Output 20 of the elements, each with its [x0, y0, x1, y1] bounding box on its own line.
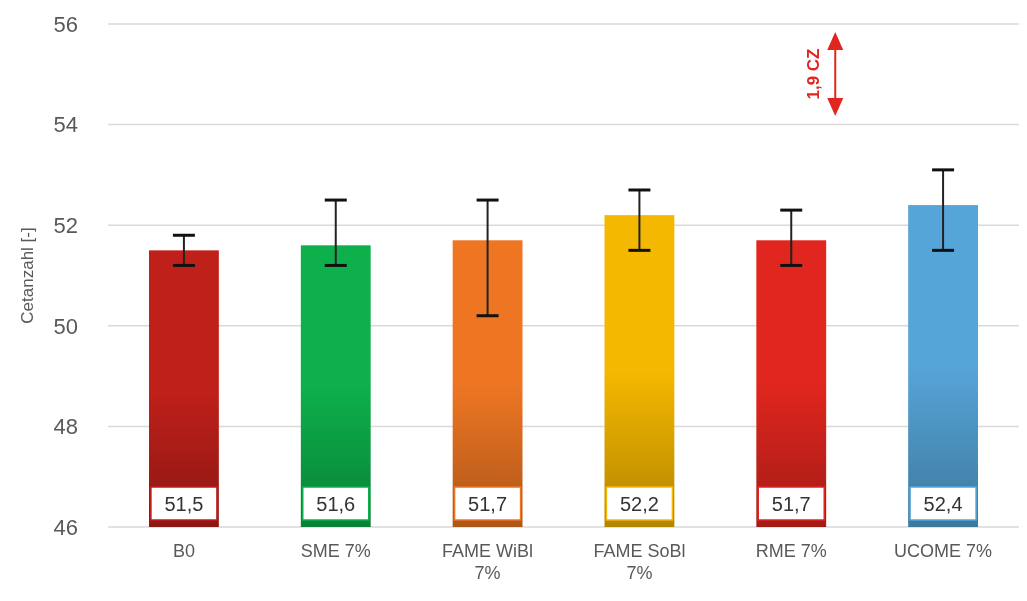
- data-label: 51,7: [771, 493, 811, 515]
- x-tick-label: FAME WiBl 7%: [442, 541, 534, 583]
- y-tick-label: 50: [53, 313, 78, 339]
- y-axis-title: Cetanzahl [-]: [18, 227, 37, 324]
- data-label: 51,7: [468, 493, 508, 515]
- annotation: 1,9 CZ: [804, 48, 824, 100]
- data-label: 52,4: [923, 493, 963, 515]
- y-tick-label: 46: [53, 514, 78, 540]
- y-tick-label: 54: [53, 112, 78, 138]
- data-label: 52,2: [619, 493, 659, 515]
- y-tick-label: 52: [53, 212, 78, 238]
- x-tick-label: B0: [172, 541, 195, 561]
- y-tick-label: 48: [53, 414, 78, 440]
- x-tick-label: FAME SoBl 7%: [593, 541, 686, 583]
- y-tick-label: 56: [53, 11, 78, 37]
- data-label: 51,5: [164, 493, 204, 515]
- x-tick-label: SME 7%: [300, 541, 371, 561]
- data-label: 51,6: [316, 493, 356, 515]
- x-tick-label: UCOME 7%: [894, 541, 993, 561]
- x-tick-label: RME 7%: [755, 541, 827, 561]
